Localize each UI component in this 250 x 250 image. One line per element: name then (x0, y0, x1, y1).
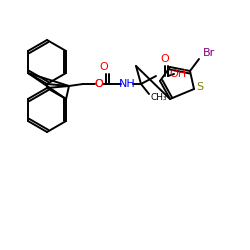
Text: O: O (100, 62, 108, 72)
Text: O: O (94, 79, 104, 89)
Text: O: O (94, 79, 104, 89)
Text: CH₃: CH₃ (151, 92, 167, 102)
Text: Br: Br (203, 48, 215, 58)
Text: OH: OH (170, 69, 186, 79)
Text: NH: NH (119, 79, 136, 89)
Text: S: S (196, 82, 203, 92)
Text: O: O (160, 54, 170, 64)
